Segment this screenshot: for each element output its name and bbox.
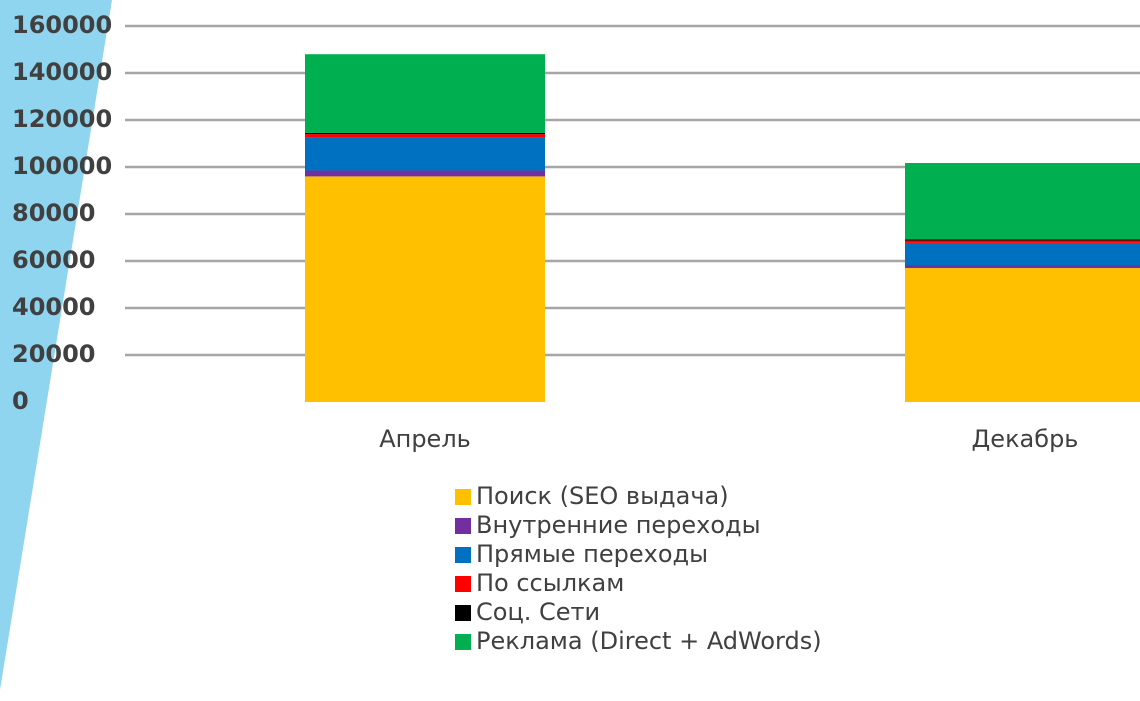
legend-label: Прямые переходы	[476, 540, 708, 568]
bar-segment	[905, 268, 1140, 402]
bar-segment	[305, 170, 545, 177]
bar-segment	[905, 242, 1140, 265]
bar-segment	[305, 137, 545, 171]
x-tick-label: Апрель	[379, 425, 471, 453]
legend-swatch	[455, 518, 471, 534]
legend-swatch	[455, 605, 471, 621]
legend-label: Поиск (SEO выдача)	[476, 482, 729, 510]
y-tick-label: 160000	[12, 11, 112, 39]
y-tick-label: 120000	[12, 105, 112, 133]
bar-segment	[305, 54, 545, 133]
legend-label: По ссылкам	[476, 569, 624, 597]
y-tick-label: 80000	[12, 199, 96, 227]
y-tick-label: 20000	[12, 340, 96, 368]
legend-label: Внутренние переходы	[476, 511, 761, 539]
legend-swatch	[455, 634, 471, 650]
bar-segment	[905, 239, 1140, 241]
x-tick-label: Декабрь	[972, 425, 1079, 453]
decoration	[0, 0, 112, 690]
legend-swatch	[455, 489, 471, 505]
bar-segment	[905, 240, 1140, 243]
y-tick-label: 100000	[12, 152, 112, 180]
legend-swatch	[455, 547, 471, 563]
y-tick-label: 140000	[12, 58, 112, 86]
y-tick-label: 40000	[12, 293, 96, 321]
bar-segment	[905, 163, 1140, 240]
y-tick-label: 60000	[12, 246, 96, 274]
bar-segment	[305, 132, 545, 135]
bar-segment	[305, 176, 545, 402]
bar-segment	[905, 264, 1140, 269]
legend-label: Соц. Сети	[476, 598, 600, 626]
bar-segment	[305, 134, 545, 138]
y-tick-label: 0	[12, 387, 29, 415]
legend-swatch	[455, 576, 471, 592]
legend-label: Реклама (Direct + AdWords)	[476, 627, 822, 655]
